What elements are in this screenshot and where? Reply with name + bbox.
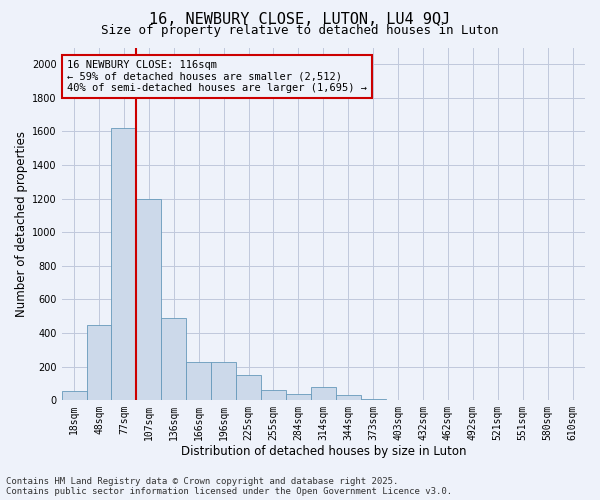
Bar — [112, 128, 136, 400]
Bar — [311, 387, 336, 400]
Bar — [236, 375, 261, 400]
Text: 16, NEWBURY CLOSE, LUTON, LU4 9QJ: 16, NEWBURY CLOSE, LUTON, LU4 9QJ — [149, 12, 451, 28]
Y-axis label: Number of detached properties: Number of detached properties — [15, 131, 28, 317]
Bar — [286, 394, 311, 400]
Bar — [211, 362, 236, 400]
Bar — [186, 362, 211, 400]
Text: 16 NEWBURY CLOSE: 116sqm
← 59% of detached houses are smaller (2,512)
40% of sem: 16 NEWBURY CLOSE: 116sqm ← 59% of detach… — [67, 60, 367, 93]
Text: Contains HM Land Registry data © Crown copyright and database right 2025.
Contai: Contains HM Land Registry data © Crown c… — [6, 476, 452, 496]
Bar — [261, 390, 286, 400]
X-axis label: Distribution of detached houses by size in Luton: Distribution of detached houses by size … — [181, 444, 466, 458]
Bar — [62, 391, 86, 400]
Bar — [136, 198, 161, 400]
Text: Size of property relative to detached houses in Luton: Size of property relative to detached ho… — [101, 24, 499, 37]
Bar — [336, 395, 361, 400]
Bar — [86, 324, 112, 400]
Bar — [161, 318, 186, 400]
